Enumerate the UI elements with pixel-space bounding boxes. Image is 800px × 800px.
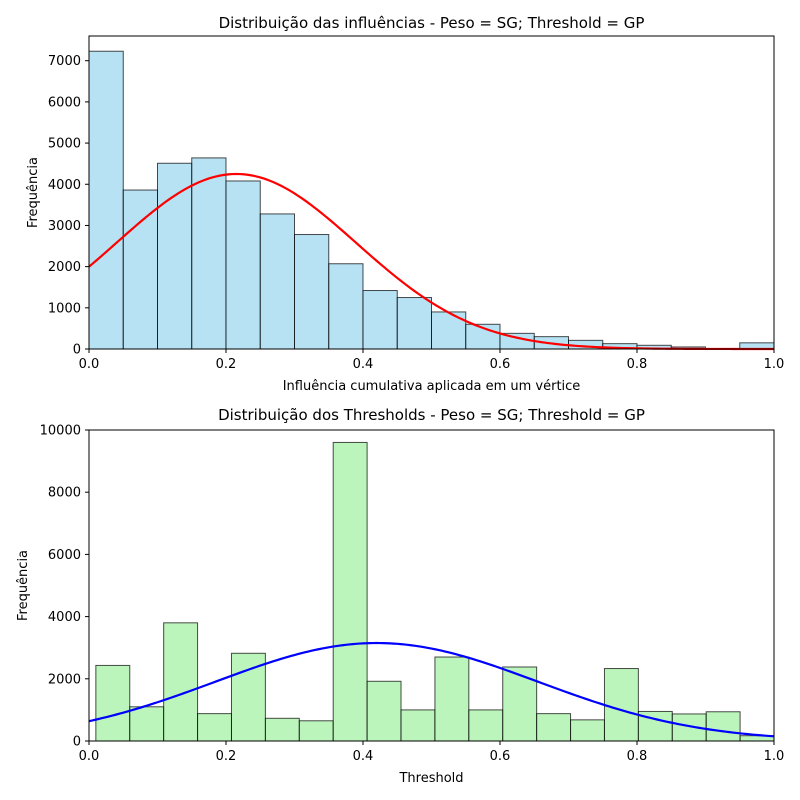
histogram-bar <box>705 711 741 742</box>
x-tick-label: 0.0 <box>79 357 100 372</box>
histogram-bar <box>468 709 504 742</box>
y-tick-label: 2000 <box>48 260 81 275</box>
y-tick-label: 6000 <box>48 548 81 563</box>
y-axis-label: Frequência <box>26 157 41 228</box>
threshold-histogram: 0.0 0.2 0.4 0.6 0.8 1.0 0 2000 4000 6000 8000 10000… <box>16 406 784 786</box>
chart-title: Distribuição dos Thresholds - Peso = SG;… <box>218 406 645 424</box>
histogram-bar <box>536 713 572 742</box>
chart-title: Distribuição das influências - Peso = SG… <box>219 14 645 32</box>
y-tick-label: 1000 <box>48 301 81 316</box>
y-tick-label: 5000 <box>48 137 81 152</box>
fit-curve <box>88 641 775 738</box>
y-tick-label: 4000 <box>48 610 81 625</box>
y-axis-ticks: 0 2000 4000 6000 8000 10000 <box>40 424 89 750</box>
histogram-bar <box>225 180 261 350</box>
histogram-bar <box>502 666 538 742</box>
histogram-bar <box>400 709 436 742</box>
histogram-bar <box>157 162 193 350</box>
x-tick-label: 0.6 <box>490 749 511 764</box>
histogram-bar <box>332 441 368 742</box>
histogram-bar <box>264 717 300 742</box>
bars <box>88 50 775 350</box>
y-tick-label: 7000 <box>48 54 81 69</box>
histogram-bar <box>366 680 402 742</box>
x-tick-label: 0.0 <box>79 749 100 764</box>
x-tick-label: 1.0 <box>764 357 785 372</box>
histogram-bar <box>129 706 165 742</box>
x-tick-label: 1.0 <box>764 749 785 764</box>
bars <box>95 441 775 742</box>
y-tick-label: 0 <box>73 343 81 358</box>
histogram-bar <box>294 234 330 350</box>
histogram-bar <box>122 189 158 350</box>
influence-histogram: 0.0 0.2 0.4 0.6 0.8 1.0 0 1000 2000 3000 4000 5000 6… <box>26 14 784 394</box>
histogram-bar <box>396 297 432 350</box>
x-tick-label: 0.2 <box>216 749 237 764</box>
y-tick-label: 8000 <box>48 486 81 501</box>
y-tick-label: 10000 <box>40 424 81 439</box>
y-tick-label: 2000 <box>48 672 81 687</box>
x-tick-label: 0.4 <box>353 749 374 764</box>
x-tick-label: 0.4 <box>353 357 374 372</box>
x-axis-label: Threshold <box>398 771 463 786</box>
x-axis-ticks: 0.0 0.2 0.4 0.6 0.8 1.0 <box>79 349 785 372</box>
x-tick-label: 0.8 <box>627 357 648 372</box>
x-axis-label: Influência cumulativa aplicada em um vér… <box>283 379 581 394</box>
x-tick-label: 0.6 <box>490 357 511 372</box>
histogram-bar <box>95 664 131 742</box>
histogram-bar <box>570 719 605 742</box>
y-tick-label: 0 <box>73 735 81 750</box>
y-tick-label: 4000 <box>48 178 81 193</box>
histogram-bar <box>328 263 364 350</box>
histogram-bar <box>259 213 295 350</box>
y-axis-ticks: 0 1000 2000 3000 4000 5000 6000 7000 <box>48 54 89 358</box>
y-axis-label: Frequência <box>16 550 31 621</box>
y-tick-label: 6000 <box>48 95 81 110</box>
histogram-bar <box>362 290 398 350</box>
x-axis-ticks: 0.0 0.2 0.4 0.6 0.8 1.0 <box>79 741 785 764</box>
histogram-bar <box>298 720 334 742</box>
histogram-bar <box>603 668 639 742</box>
histogram-bar <box>191 157 227 350</box>
y-tick-label: 3000 <box>48 219 81 234</box>
histogram-bar <box>163 622 199 742</box>
histogram-bar <box>434 656 470 742</box>
x-tick-label: 0.8 <box>627 749 648 764</box>
axes-frame <box>88 35 775 350</box>
histogram-bar <box>230 652 266 742</box>
x-tick-label: 0.2 <box>216 357 237 372</box>
axes-frame <box>88 429 775 742</box>
histogram-bar <box>88 50 124 350</box>
histogram-bar <box>197 713 232 742</box>
